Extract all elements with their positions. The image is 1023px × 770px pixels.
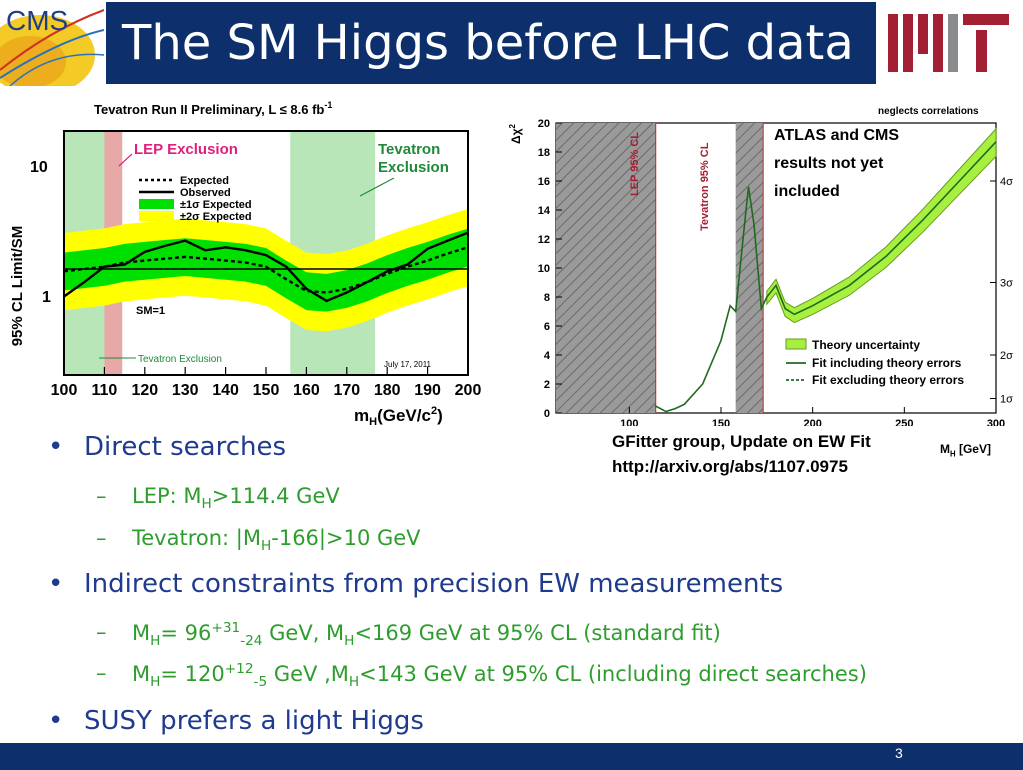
- tevatron-limit-chart: Tevatron Run II Preliminary, L ≤ 8.6 fb-…: [9, 100, 482, 428]
- cms-logo-icon: CMS: [0, 0, 104, 86]
- x-tick-label: 200: [455, 382, 482, 399]
- legend-1sigma: ±1σ Expected: [180, 199, 252, 211]
- sub-bullet-standard-fit: – MH= 96+31-24 GeV, MH<169 GeV at 95% CL …: [96, 620, 721, 650]
- y-tick-label: 10: [538, 263, 550, 275]
- x-tick-label: 300: [987, 418, 1005, 426]
- expected-line: [63, 246, 469, 294]
- observed-line: [63, 231, 469, 303]
- x-tick-label: 110: [91, 382, 117, 399]
- legend: Theory uncertainty Fit including theory …: [785, 338, 964, 387]
- sigma-labels: 4σ 3σ 2σ 1σ: [1000, 176, 1013, 406]
- tevatron-bottom-label: Tevatron Exclusion: [138, 354, 222, 365]
- sigma-label: 4σ: [1000, 176, 1013, 188]
- x-tick-label: 150: [253, 382, 280, 399]
- y-tick-label: 20: [538, 118, 550, 130]
- atlas-cms-note-3: included: [774, 183, 840, 200]
- y-tick-1: 1: [42, 289, 51, 306]
- atlas-cms-note-2: results not yet: [774, 155, 884, 172]
- x-tick-label: 150: [712, 418, 730, 426]
- lep-band-label: LEP 95% CL: [629, 132, 641, 196]
- theory-uncertainty-band: [766, 127, 997, 324]
- x-tick-label: 120: [131, 382, 158, 399]
- legend: Expected Observed ±1σ Expected ±2σ Expec…: [139, 175, 252, 223]
- x-tick-label: 190: [414, 382, 441, 399]
- sigma-label: 3σ: [1000, 278, 1013, 290]
- y-axis-label: 95% CL Limit/SM: [9, 226, 26, 347]
- x-tick-label: 180: [374, 382, 401, 399]
- slide-footer: [0, 743, 1023, 770]
- bullet-indirect: • Indirect constraints from precision EW …: [48, 569, 784, 599]
- plot-frame: [63, 130, 469, 376]
- x-tick-label: 250: [895, 418, 913, 426]
- x-tick-label: 130: [172, 382, 199, 399]
- x-axis-label-right: MH [GeV]: [940, 442, 991, 459]
- sub-bullet-lep: – LEP: MH>114.4 GeV: [96, 484, 340, 513]
- caption-line-1: GFitter group, Update on EW Fit: [612, 432, 871, 451]
- sigma-label: 1σ: [1000, 394, 1013, 406]
- sm-label: SM=1: [136, 305, 165, 317]
- legend-2sigma: ±2σ Expected: [180, 211, 252, 223]
- bullet-direct-searches: • Direct searches: [48, 432, 287, 462]
- y-tick-label: 12: [538, 234, 550, 246]
- legend-excl: Fit excluding theory errors: [812, 373, 964, 387]
- fit-including-theory-line: [654, 141, 997, 413]
- y-tick-label: 14: [538, 205, 551, 217]
- x-tick-label: 140: [212, 382, 239, 399]
- y-tick-label: 8: [544, 292, 550, 304]
- x-tick-label: 100: [51, 382, 78, 399]
- legend-expected: Expected: [180, 175, 229, 187]
- x-tick-labels: 100 110 120 130 140 150 160 170 180 190 200: [51, 382, 482, 399]
- sigma-label: 2σ: [1000, 350, 1013, 362]
- y-tick-10: 10: [30, 159, 48, 176]
- legend-theory: Theory uncertainty: [812, 338, 920, 352]
- x-tick-label: 200: [803, 418, 821, 426]
- figure-caption: GFitter group, Update on EW Fit http://a…: [612, 429, 871, 479]
- title-bar: [106, 2, 876, 84]
- legend-1sigma-swatch: [139, 199, 174, 209]
- page-number: 3: [895, 745, 903, 761]
- gfitter-chi2-chart: neglects correlations Δχ2 20181614121086…: [508, 106, 1013, 426]
- slide-title: The SM Higgs before LHC data: [122, 15, 854, 71]
- sub-bullet-tevatron: – Tevatron: |MH-166|>10 GeV: [96, 526, 421, 555]
- legend-observed: Observed: [180, 187, 231, 199]
- sub-bullet-complete-fit: – MH= 120+12-5 GeV ,MH<143 GeV at 95% CL …: [96, 661, 867, 691]
- lep-arrow: [118, 153, 133, 167]
- y-tick-label: 4: [544, 350, 551, 362]
- y-tick-label: 2: [544, 379, 550, 391]
- legend-2sigma-swatch: [139, 211, 174, 221]
- one-sigma-band: [64, 228, 468, 312]
- caption-line-2: http://arxiv.org/abs/1107.0975: [612, 457, 848, 476]
- tevatron-exclusion-label-2: Exclusion: [378, 159, 449, 176]
- x-axis-label: mH(GeV/c2): [354, 405, 443, 428]
- chart-title: Tevatron Run II Preliminary, L ≤ 8.6 fb-…: [94, 100, 332, 117]
- slide-header: CMS The SM Higgs before LHC data: [0, 0, 1023, 86]
- x-tick-label: 170: [333, 382, 360, 399]
- lep-hatched-band: [556, 123, 656, 413]
- bullet-susy: • SUSY prefers a light Higgs: [48, 706, 424, 736]
- legend-theory-swatch: [785, 338, 807, 350]
- legend-incl: Fit including theory errors: [812, 356, 962, 370]
- tevatron-exclusion-label-1: Tevatron: [378, 141, 440, 158]
- x-tick-label: 160: [293, 382, 320, 399]
- mit-logo-icon: [888, 14, 1009, 72]
- y-tick-label: 6: [544, 321, 550, 333]
- y-axis-label: Δχ2: [508, 123, 523, 144]
- tevatron-arrow: [359, 177, 395, 197]
- lep-exclusion-label: LEP Exclusion: [134, 141, 238, 158]
- gfitter-plot-area: [556, 122, 997, 414]
- tevatron-band-label: Tevatron 95% CL: [699, 142, 711, 231]
- y-tick-label: 0: [544, 408, 550, 420]
- y-tick-label: 18: [538, 147, 550, 159]
- y-tick-label: 16: [538, 176, 550, 188]
- x-tick-labels: 100 150 200 250 300: [620, 418, 1005, 426]
- tevatron-plot-area: [63, 131, 469, 375]
- cms-logo-text: CMS: [6, 5, 68, 36]
- atlas-cms-note-1: ATLAS and CMS: [774, 127, 899, 144]
- date-label: July 17, 2011: [384, 360, 432, 369]
- x-tick-label: 100: [620, 418, 638, 426]
- neglects-correlations-note: neglects correlations: [878, 106, 979, 117]
